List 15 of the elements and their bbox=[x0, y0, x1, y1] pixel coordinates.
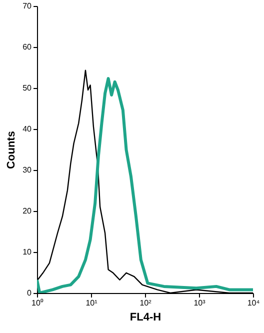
y-tick-label: 50 bbox=[22, 84, 32, 92]
y-tick-label: 40 bbox=[22, 124, 32, 134]
y-axis-title: Counts bbox=[6, 131, 18, 169]
y-tick-label: 0 bbox=[27, 288, 32, 298]
x-tick-label: 10² bbox=[140, 298, 152, 308]
y-tick-label: 70 bbox=[22, 2, 32, 10]
x-axis-title: FL4-H bbox=[130, 312, 162, 324]
x-tick-label: 10⁰ bbox=[32, 298, 44, 308]
y-tick-label: 60 bbox=[22, 42, 32, 52]
x-tick-label: 10³ bbox=[194, 298, 206, 308]
x-tick-label: 10¹ bbox=[86, 298, 98, 308]
y-tick-label: 10 bbox=[22, 248, 32, 256]
x-tick-label: 10⁴ bbox=[247, 298, 260, 308]
y-tick-label: 20 bbox=[22, 206, 32, 216]
y-tick-label: 30 bbox=[22, 166, 32, 174]
